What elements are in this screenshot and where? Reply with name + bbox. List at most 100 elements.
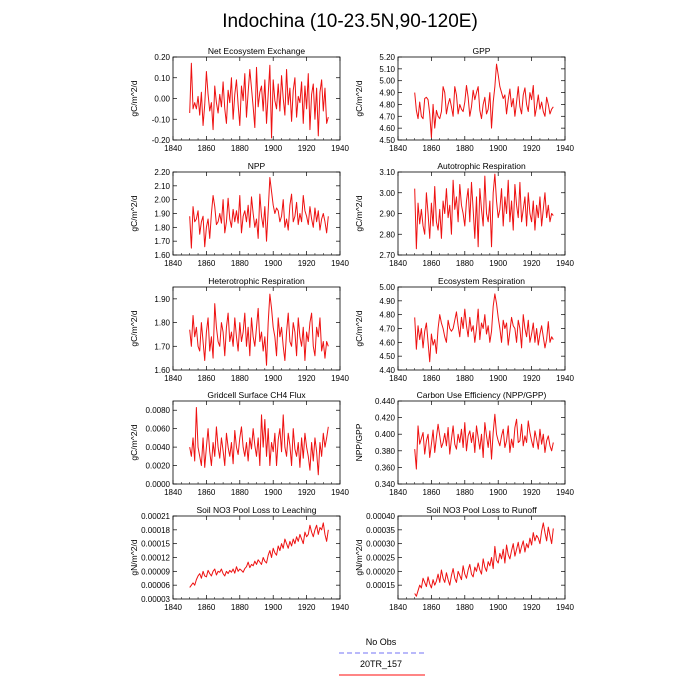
- y-tick-label: 3.10: [379, 168, 395, 177]
- y-tick-label: 4.70: [379, 325, 395, 334]
- x-tick-label: 1840: [389, 144, 407, 153]
- chart-panel: Gridcell Surface CH4 Flux 1840 1860 1880 190…: [129, 390, 349, 497]
- y-tick-label: 0.00003: [141, 595, 170, 604]
- x-tick-label: 1900: [489, 259, 507, 268]
- x-tick-label: 1920: [298, 144, 316, 153]
- chart-panel: Heterotrophic Respiration 1840 1860 1880 190…: [129, 276, 349, 383]
- x-tick-label: 1880: [231, 259, 249, 268]
- x-tick-label: 1880: [456, 374, 474, 383]
- plot-frame: [397, 515, 566, 600]
- y-axis-label: gC/m^2/d: [354, 310, 364, 346]
- panel-title: Ecosystem Respiration: [438, 276, 525, 286]
- y-tick-label: 0.380: [375, 447, 396, 456]
- x-tick-label: 1940: [556, 374, 574, 383]
- y-tick-label: 0.360: [375, 463, 396, 472]
- legend-label-20tr-157: 20TR_157: [360, 659, 402, 669]
- series-line: [189, 62, 329, 139]
- panel-title: Carbon Use Efficiency (NPP/GPP): [417, 390, 547, 400]
- series-line: [414, 173, 554, 250]
- x-tick-label: 1840: [389, 488, 407, 497]
- chart-panel: Soil NO3 Pool Loss to Runoff 1840 1860 1880…: [354, 505, 574, 612]
- plot-frame: [397, 56, 566, 141]
- x-tick-label: 1920: [298, 374, 316, 383]
- y-tick-label: 0.00035: [366, 526, 395, 535]
- x-tick-label: 1880: [231, 488, 249, 497]
- y-tick-label: 0.0060: [146, 425, 171, 434]
- y-tick-label: 0.420: [375, 414, 396, 423]
- y-tick-label: 2.20: [154, 168, 170, 177]
- y-axis-label: gC/m^2/d: [129, 195, 139, 231]
- y-tick-label: 4.80: [379, 100, 395, 109]
- y-tick-label: 1.80: [154, 319, 170, 328]
- y-tick-label: 2.90: [379, 210, 395, 219]
- y-tick-label: 4.60: [379, 338, 395, 347]
- chart-panel: Autotrophic Respiration 1840 1860 1880 1900 1…: [354, 161, 574, 268]
- x-tick-label: 1880: [231, 144, 249, 153]
- x-tick-label: 1840: [164, 488, 182, 497]
- chart-panel: Soil NO3 Pool Loss to Leaching 1840 1860 18…: [129, 505, 349, 612]
- chart-panel: NPP 1840 1860 1880 1900 1920 1940 1.60 1.70 1.80 1…: [129, 161, 349, 268]
- y-tick-label: 4.70: [379, 112, 395, 121]
- y-tick-label: 0.400: [375, 430, 396, 439]
- y-tick-label: 3.00: [379, 189, 395, 198]
- chart-panel: GPP 1840 1860 1880 1900 1920 1940 4.50 4.60 4.70 4…: [354, 46, 574, 153]
- x-tick-label: 1940: [331, 259, 349, 268]
- y-tick-label: 1.60: [154, 251, 170, 260]
- x-tick-label: 1920: [298, 259, 316, 268]
- y-tick-label: 1.90: [154, 295, 170, 304]
- chart-panel: Carbon Use Efficiency (NPP/GPP) 1840 1860 1…: [354, 390, 574, 497]
- y-tick-label: 5.10: [379, 65, 395, 74]
- series-line: [414, 63, 554, 139]
- y-axis-label: NPP/GPP: [354, 423, 364, 461]
- x-tick-label: 1920: [298, 603, 316, 612]
- x-tick-label: 1920: [523, 259, 541, 268]
- y-tick-label: 1.90: [154, 210, 170, 219]
- y-tick-label: 4.50: [379, 352, 395, 361]
- series-line: [414, 413, 554, 470]
- x-tick-label: 1880: [456, 259, 474, 268]
- x-tick-label: 1840: [164, 374, 182, 383]
- series-line: [414, 293, 554, 363]
- x-tick-label: 1900: [264, 144, 282, 153]
- plot-frame: [397, 286, 566, 371]
- y-tick-label: 0.00015: [141, 540, 170, 549]
- y-tick-label: 0.440: [375, 397, 396, 406]
- y-tick-label: 0.0080: [146, 406, 171, 415]
- y-tick-label: 2.00: [154, 196, 170, 205]
- y-axis-label: gC/m^2/d: [354, 80, 364, 116]
- x-tick-label: 1900: [264, 488, 282, 497]
- y-tick-label: 5.00: [379, 77, 395, 86]
- y-axis-label: gC/m^2/d: [129, 424, 139, 460]
- x-tick-label: 1900: [489, 488, 507, 497]
- y-tick-label: 1.60: [154, 366, 170, 375]
- y-tick-label: 2.10: [154, 182, 170, 191]
- panel-title: Autotrophic Respiration: [437, 161, 526, 171]
- y-axis-label: gC/m^2/d: [354, 195, 364, 231]
- figure-title: Indochina (10-23.5N,90-120E): [222, 11, 478, 32]
- y-tick-label: 0.340: [375, 480, 396, 489]
- y-axis-label: gC/m^2/d: [129, 310, 139, 346]
- y-tick-label: 4.40: [379, 366, 395, 375]
- series-line: [189, 406, 329, 476]
- x-tick-label: 1900: [264, 374, 282, 383]
- y-tick-label: 1.70: [154, 342, 170, 351]
- x-tick-label: 1860: [198, 374, 216, 383]
- x-tick-label: 1920: [523, 144, 541, 153]
- y-tick-label: 0.00006: [141, 581, 170, 590]
- x-tick-label: 1860: [423, 259, 441, 268]
- y-tick-label: 2.80: [379, 230, 395, 239]
- y-tick-label: 1.80: [154, 223, 170, 232]
- x-tick-label: 1860: [423, 374, 441, 383]
- y-tick-label: 1.70: [154, 237, 170, 246]
- x-tick-label: 1900: [489, 603, 507, 612]
- x-tick-label: 1880: [456, 144, 474, 153]
- legend: No Obs 20TR_157: [339, 637, 425, 676]
- y-axis-label: gN/m^2/d: [354, 539, 364, 575]
- panel-title: Net Ecosystem Exchange: [208, 46, 306, 56]
- x-tick-label: 1880: [456, 488, 474, 497]
- y-tick-label: -0.10: [152, 115, 171, 124]
- x-tick-label: 1880: [456, 603, 474, 612]
- y-tick-label: 0.00021: [141, 512, 170, 521]
- x-tick-label: 1940: [331, 488, 349, 497]
